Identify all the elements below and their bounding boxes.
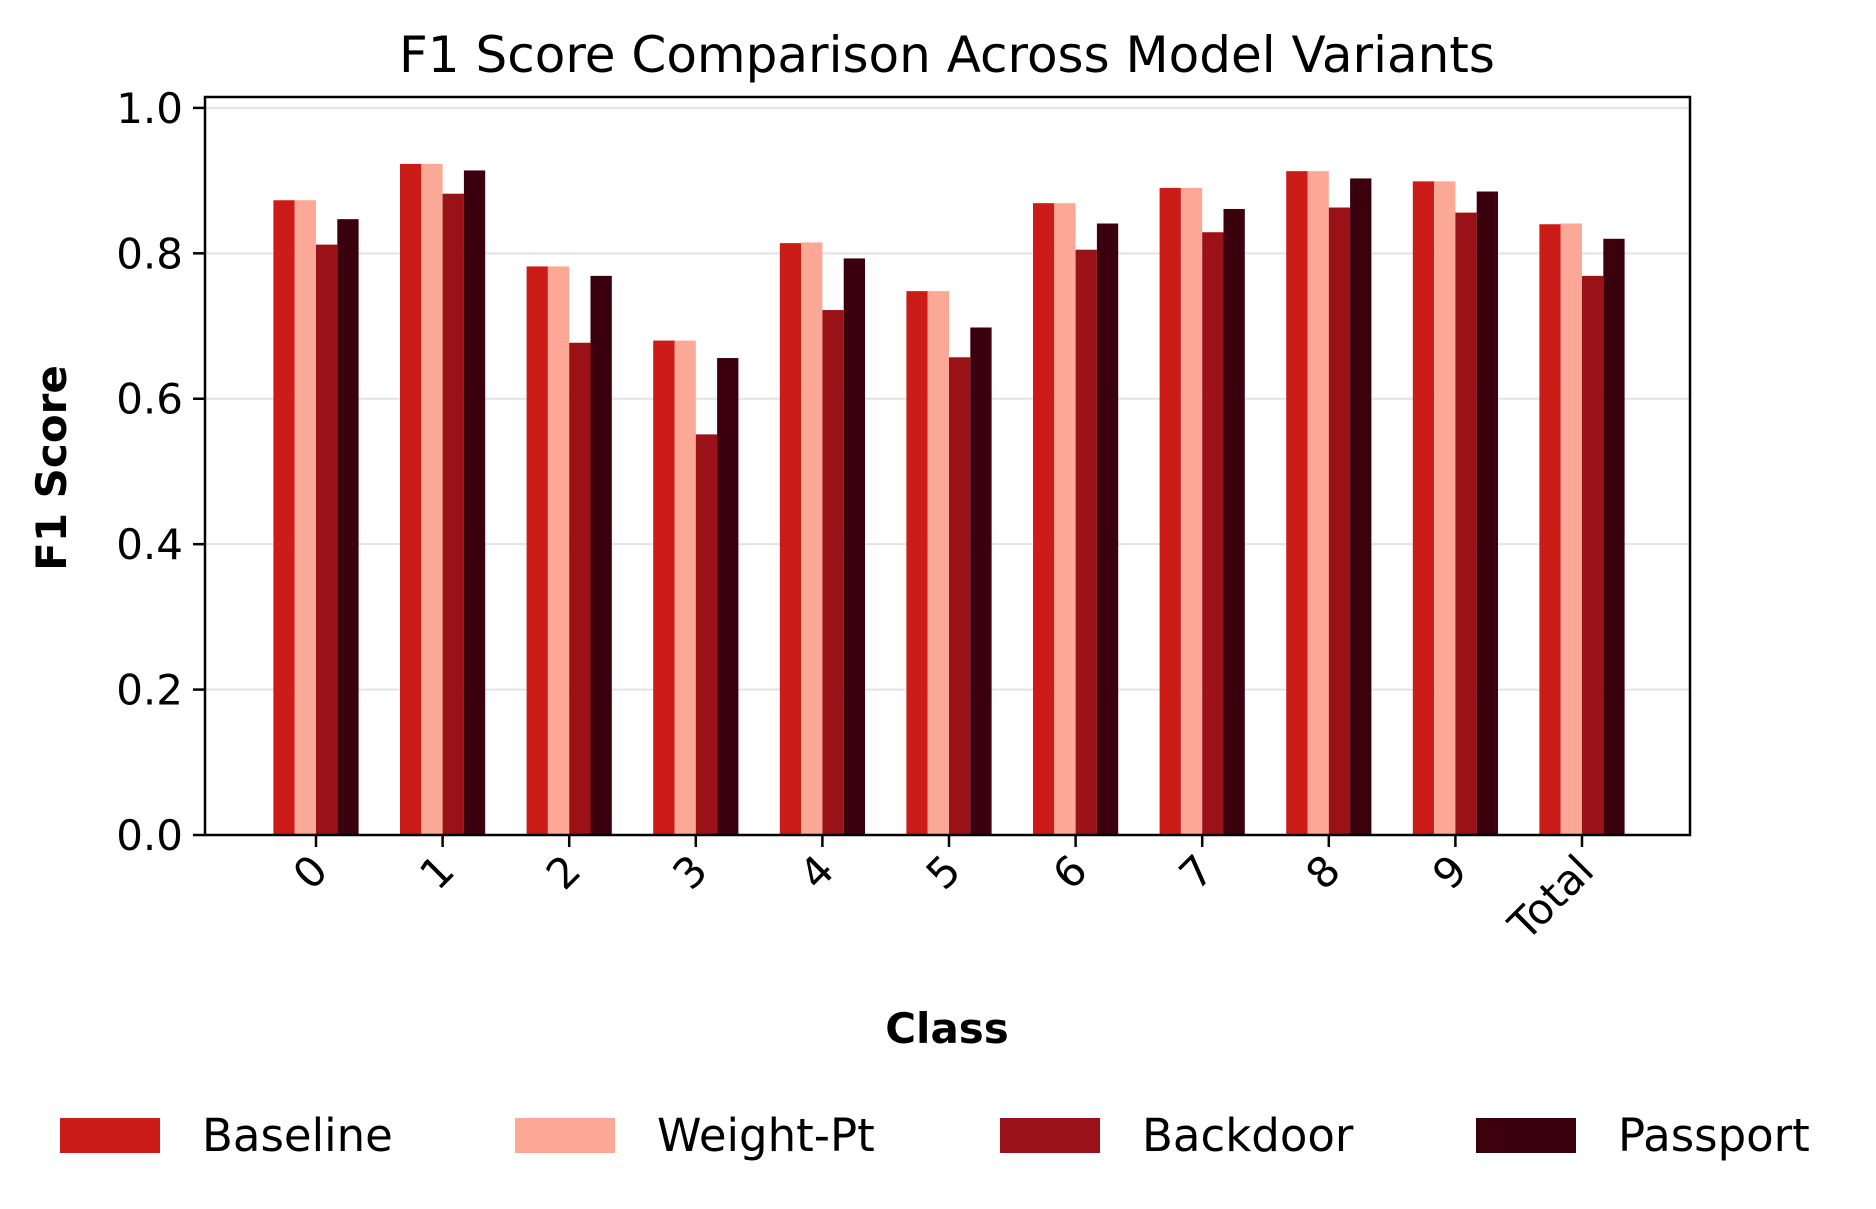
- bar-baseline-class-7: [1159, 187, 1181, 835]
- bar-backdoor-class-1: [442, 193, 464, 836]
- bar-passport-class-7: [1223, 208, 1245, 835]
- y-tick-label: 0.8: [116, 229, 183, 278]
- legend-label: Backdoor: [1142, 1109, 1354, 1162]
- bar-baseline-class-1: [400, 163, 422, 836]
- bar-backdoor-class-0: [316, 244, 338, 836]
- legend-swatch-baseline: [60, 1118, 160, 1153]
- legend-label: Passport: [1618, 1109, 1810, 1162]
- bar-passport-class-total: [1603, 238, 1625, 835]
- bar-backdoor-class-9: [1455, 212, 1477, 835]
- x-tick-label: 5: [917, 845, 971, 899]
- y-tick-label: 0.6: [116, 375, 183, 424]
- bar-weight-pt-class-2: [547, 266, 570, 835]
- bar-passport-class-2: [590, 275, 612, 836]
- x-tick-label: 8: [1296, 845, 1350, 899]
- bar-backdoor-class-2: [569, 342, 591, 835]
- bar-baseline-class-8: [1286, 171, 1308, 835]
- bar-weight-pt-class-7: [1180, 187, 1203, 835]
- legend-swatch-passport: [1476, 1118, 1576, 1153]
- chart-title: F1 Score Comparison Across Model Variant…: [399, 26, 1495, 84]
- bar-baseline-class-6: [1033, 203, 1055, 836]
- bar-weight-pt-class-4: [801, 242, 823, 836]
- bar-baseline-class-4: [779, 243, 802, 835]
- x-tick-label: 2: [537, 845, 591, 899]
- bar-backdoor-class-8: [1328, 207, 1351, 836]
- x-tick-label: 1: [410, 845, 464, 899]
- x-tick-label: 3: [663, 845, 717, 899]
- bar-series: [273, 163, 1625, 836]
- bar-weight-pt-class-3: [674, 340, 696, 835]
- legend-swatch-weight-pt: [515, 1118, 615, 1153]
- x-tick-label: 0: [284, 845, 338, 899]
- y-tick-label: 0.4: [116, 520, 183, 569]
- y-tick-label: 0.2: [116, 666, 183, 715]
- bar-passport-class-1: [463, 170, 486, 835]
- bar-baseline-class-total: [1539, 224, 1561, 835]
- y-tick-label: 1.0: [116, 84, 183, 133]
- legend-swatch-backdoor: [1000, 1118, 1100, 1153]
- bar-weight-pt-class-total: [1560, 223, 1582, 835]
- bar-backdoor-class-5: [949, 357, 971, 835]
- y-axis-label: F1 Score: [27, 365, 76, 571]
- bar-baseline-class-9: [1412, 181, 1435, 836]
- bar-passport-class-6: [1096, 223, 1119, 835]
- x-tick-label: 6: [1043, 845, 1097, 899]
- bar-weight-pt-class-6: [1054, 203, 1076, 836]
- bar-passport-class-3: [717, 358, 739, 835]
- x-tick-label: 4: [790, 845, 844, 899]
- legend: Baseline Weight-Pt Backdoor Passport: [60, 1109, 1810, 1162]
- x-axis: 0 1 2 3 4 5 6 7 8 9 Total: [284, 835, 1603, 950]
- bar-passport-class-0: [337, 219, 359, 835]
- bar-baseline-class-3: [653, 340, 675, 835]
- bar-baseline-class-0: [273, 200, 295, 835]
- bar-backdoor-class-4: [822, 310, 844, 835]
- legend-label: Weight-Pt: [657, 1109, 875, 1162]
- x-tick-label: Total: [1498, 845, 1603, 950]
- bar-baseline-class-2: [526, 266, 548, 835]
- y-tick-label: 0.0: [116, 811, 183, 860]
- bar-weight-pt-class-8: [1307, 171, 1329, 835]
- bar-backdoor-class-total: [1582, 275, 1604, 836]
- x-tick-label: 7: [1170, 845, 1224, 899]
- bar-weight-pt-class-5: [927, 291, 949, 835]
- bar-passport-class-5: [970, 327, 992, 835]
- x-axis-label: Class: [885, 1004, 1009, 1053]
- bar-weight-pt-class-0: [294, 200, 316, 835]
- bar-backdoor-class-3: [695, 434, 718, 835]
- legend-label: Baseline: [202, 1109, 393, 1162]
- bar-weight-pt-class-1: [421, 163, 443, 836]
- plot-frame: [203, 95, 1692, 837]
- bar-passport-class-8: [1350, 178, 1372, 836]
- bar-backdoor-class-6: [1075, 249, 1097, 836]
- x-tick-label: 9: [1423, 845, 1477, 899]
- bar-weight-pt-class-9: [1434, 181, 1456, 836]
- bar-backdoor-class-7: [1202, 232, 1224, 836]
- bar-baseline-class-5: [906, 291, 928, 835]
- y-axis: 0.0 0.2 0.4 0.6 0.8 1.0: [116, 84, 205, 860]
- bar-passport-class-4: [843, 258, 865, 835]
- bar-passport-class-9: [1476, 191, 1498, 836]
